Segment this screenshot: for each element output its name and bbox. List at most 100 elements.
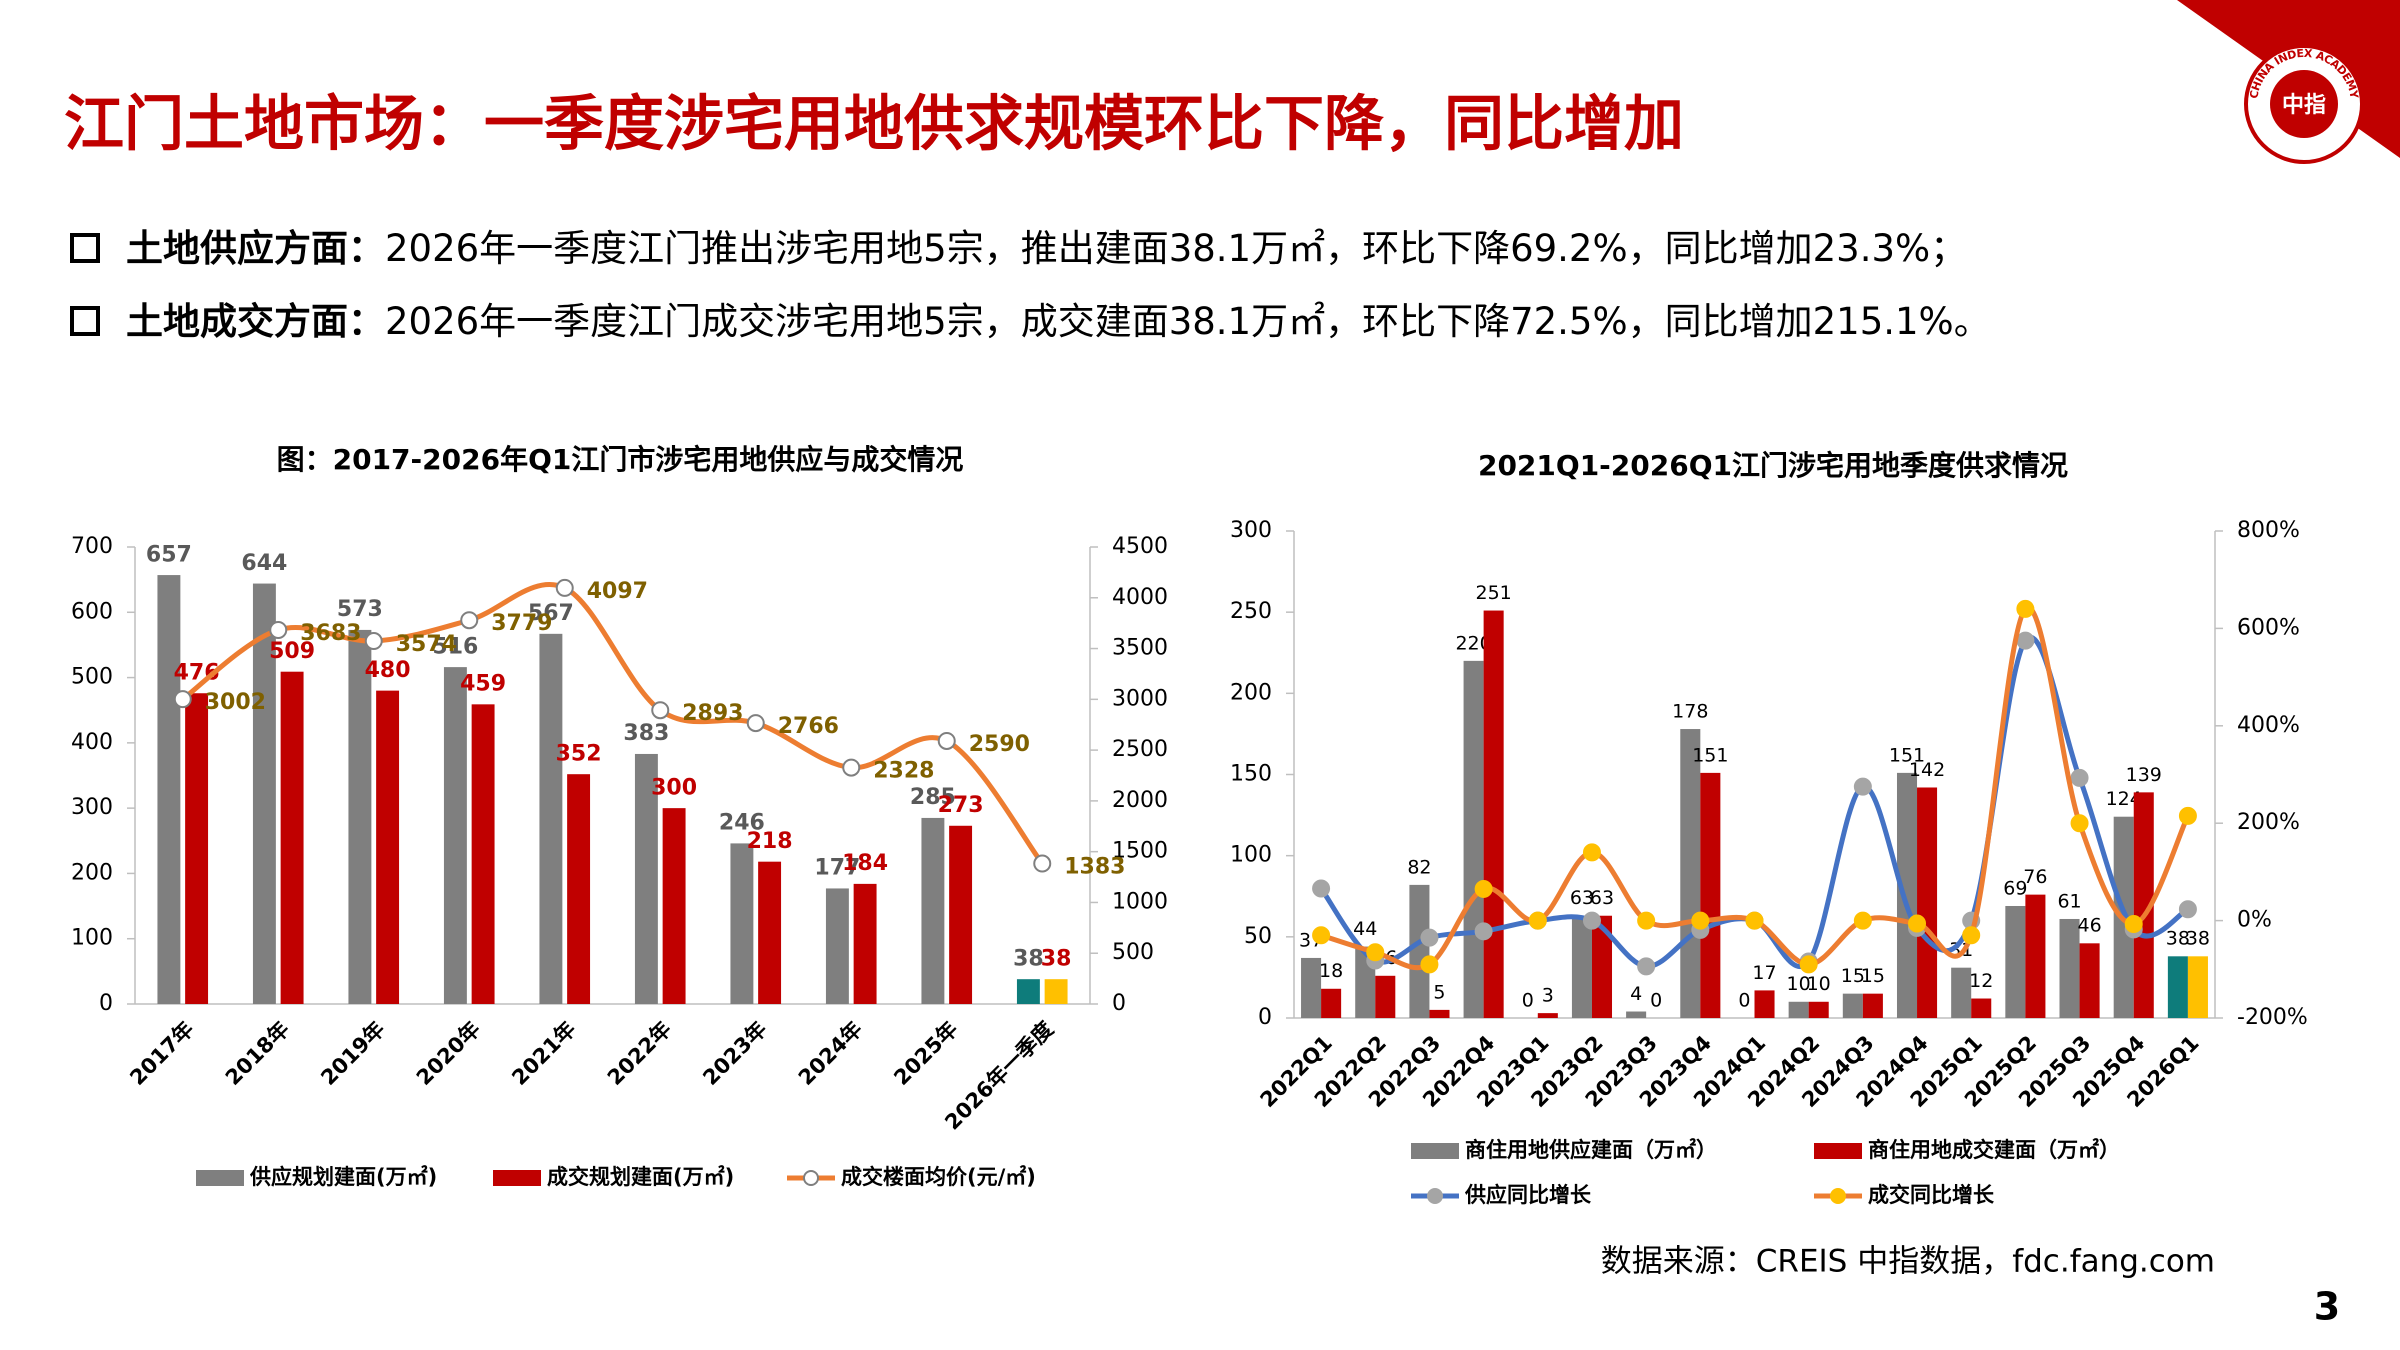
data-label: 61 xyxy=(2057,890,2081,912)
marker xyxy=(1366,943,1385,962)
data-label: 657 xyxy=(146,542,192,567)
data-label: 2766 xyxy=(778,714,839,739)
marker xyxy=(1033,854,1052,873)
y-tick-label: 300 xyxy=(71,795,113,820)
legend-label: 供应规划建面(万㎡) xyxy=(249,1165,437,1189)
logo-name: 中指 xyxy=(2282,93,2326,118)
data-label: 3779 xyxy=(491,611,552,636)
bar xyxy=(1788,1001,1809,1018)
data-label: 459 xyxy=(460,672,506,697)
x-tick-label: 2025年 xyxy=(889,1017,962,1090)
data-label: 0 xyxy=(1650,989,1662,1011)
bar xyxy=(634,753,658,1004)
data-label: 15 xyxy=(1841,965,1865,987)
y-tick-label: 300 xyxy=(1230,518,1272,543)
bar xyxy=(1571,915,1592,1018)
marker xyxy=(269,620,288,639)
marker xyxy=(1582,843,1601,862)
x-tick-label: 2024年 xyxy=(794,1017,867,1090)
data-label: 46 xyxy=(2077,915,2101,937)
bar xyxy=(921,817,945,1004)
data-label: 644 xyxy=(241,551,287,576)
data-label: 63 xyxy=(1570,887,1594,909)
y-tick-label: 200 xyxy=(1230,680,1272,705)
bullet-text: 2026年一季度江门推出涉宅用地5宗，推出建面38.1万㎡，环比下降69.2%，… xyxy=(385,227,1968,270)
bar xyxy=(1680,729,1701,1018)
marker xyxy=(1962,926,1981,945)
legend-swatch xyxy=(803,1170,819,1186)
bar xyxy=(2059,918,2080,1018)
logo-core xyxy=(2270,70,2338,138)
y-tick-label: 250 xyxy=(1230,599,1272,624)
data-label: 82 xyxy=(1407,856,1431,878)
y-tick-label: 50 xyxy=(1244,924,1272,949)
marker xyxy=(1908,914,1927,933)
legend-swatch xyxy=(1830,1188,1846,1204)
y2-tick-label: 0 xyxy=(1112,991,1126,1016)
legend-label: 成交楼面均价(元/㎡) xyxy=(841,1165,1036,1189)
legend-swatch xyxy=(196,1170,244,1186)
data-label: 3574 xyxy=(396,632,457,657)
data-label: 10 xyxy=(1807,973,1831,995)
marker xyxy=(1853,911,1872,930)
bullet-label: 土地成交方面： xyxy=(126,300,385,343)
data-label: 151 xyxy=(1889,744,1925,766)
marker xyxy=(1474,922,1493,941)
marker xyxy=(364,632,383,651)
data-label: 5 xyxy=(1433,981,1445,1003)
marker xyxy=(746,714,765,733)
y-tick-label: 0 xyxy=(99,991,113,1016)
bullet: 土地成交方面：2026年一季度江门成交涉宅用地5宗，成交建面38.1万㎡，环比下… xyxy=(70,291,1991,345)
legend-swatch xyxy=(1814,1143,1862,1159)
marker xyxy=(173,690,192,709)
bar xyxy=(567,774,591,1004)
legend-label: 成交规划建面(万㎡) xyxy=(547,1165,734,1189)
data-label: 480 xyxy=(365,658,411,683)
marker xyxy=(1637,957,1656,976)
data-label: 516 xyxy=(432,634,478,659)
bar xyxy=(1626,1011,1647,1018)
bar xyxy=(1463,660,1484,1018)
bar xyxy=(252,583,276,1004)
marker xyxy=(1420,928,1439,947)
marker xyxy=(1691,911,1710,930)
y2-tick-label: 1500 xyxy=(1112,839,1168,864)
y2-tick-label: 4000 xyxy=(1112,585,1168,610)
data-label: 246 xyxy=(719,811,765,836)
x-tick-label: 2018年 xyxy=(221,1017,294,1090)
y2-tick-label: -200% xyxy=(2237,1005,2308,1030)
y2-tick-label: 3500 xyxy=(1112,636,1168,661)
y-tick-label: 150 xyxy=(1230,762,1272,787)
bar xyxy=(2025,894,2046,1018)
bar xyxy=(1971,998,1992,1018)
slide-title: 江门土地市场：一季度涉宅用地供求规模环比下降，同比增加 xyxy=(64,90,1684,160)
y-tick-label: 0 xyxy=(1258,1005,1272,1030)
data-label: 218 xyxy=(747,829,793,854)
legend-label: 成交同比增长 xyxy=(1868,1183,1995,1207)
y-tick-label: 100 xyxy=(1230,843,1272,868)
data-label: 38 xyxy=(2166,928,2190,950)
bar xyxy=(1537,1013,1558,1018)
data-label: 184 xyxy=(842,851,888,876)
marker xyxy=(1312,926,1331,945)
y-tick-label: 400 xyxy=(71,730,113,755)
bar xyxy=(1483,610,1504,1018)
data-label: 2328 xyxy=(873,759,934,784)
marker xyxy=(937,731,956,750)
data-label: 15 xyxy=(1861,965,1885,987)
x-tick-label: 2019年 xyxy=(316,1017,389,1090)
data-label: 2590 xyxy=(969,732,1030,757)
marker xyxy=(842,758,861,777)
x-tick-label: 2023年 xyxy=(698,1017,771,1090)
y2-tick-label: 800% xyxy=(2237,518,2300,543)
data-label: 63 xyxy=(1590,887,1614,909)
data-label: 38 xyxy=(2186,928,2210,950)
chart-title: 2021Q1-2026Q1江门涉宅用地季度供求情况 xyxy=(1478,449,2068,482)
marker xyxy=(2016,599,2035,618)
marker xyxy=(651,701,670,720)
data-label: 251 xyxy=(1476,582,1512,604)
legend-swatch xyxy=(1427,1188,1443,1204)
y2-tick-label: 2500 xyxy=(1112,737,1168,762)
source: 数据来源：CREIS 中指数据，fdc.fang.com xyxy=(1601,1244,2215,1280)
legend-label: 商住用地成交建面（万㎡） xyxy=(1868,1138,2120,1162)
